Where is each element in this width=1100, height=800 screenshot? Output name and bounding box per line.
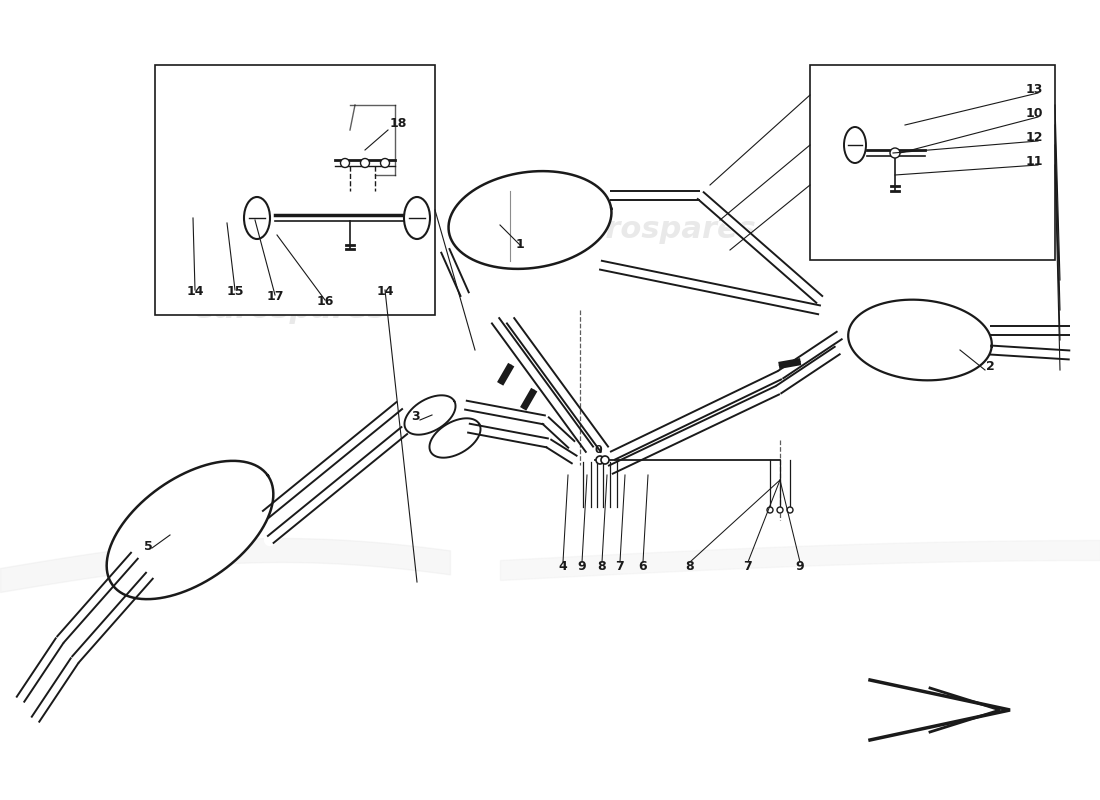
Text: 8: 8 <box>597 560 606 573</box>
Text: 5: 5 <box>144 540 153 553</box>
Text: 11: 11 <box>1025 155 1043 168</box>
Text: 4: 4 <box>559 560 568 573</box>
Circle shape <box>341 158 350 167</box>
Polygon shape <box>429 418 481 458</box>
Text: 0: 0 <box>594 445 602 455</box>
Text: 16: 16 <box>317 295 333 308</box>
Bar <box>810 65 1055 260</box>
Polygon shape <box>405 395 455 434</box>
Ellipse shape <box>404 197 430 239</box>
Circle shape <box>596 456 604 464</box>
Polygon shape <box>449 171 612 269</box>
Text: 15: 15 <box>227 285 244 298</box>
Text: 6: 6 <box>639 560 647 573</box>
Text: 12: 12 <box>1025 131 1043 144</box>
Text: 14: 14 <box>376 285 394 298</box>
Text: 9: 9 <box>795 560 804 573</box>
Bar <box>155 65 434 315</box>
Text: eurospares: eurospares <box>563 215 757 245</box>
Circle shape <box>381 158 389 167</box>
Text: 14: 14 <box>186 285 204 298</box>
Text: eurospares: eurospares <box>194 295 386 325</box>
Circle shape <box>767 507 773 513</box>
Ellipse shape <box>244 197 270 239</box>
Text: 8: 8 <box>685 560 694 573</box>
Circle shape <box>786 507 793 513</box>
Text: 18: 18 <box>390 117 407 130</box>
Circle shape <box>777 507 783 513</box>
Text: 7: 7 <box>744 560 752 573</box>
Polygon shape <box>870 680 1010 740</box>
Text: 3: 3 <box>410 410 419 423</box>
Text: 2: 2 <box>986 360 994 373</box>
Ellipse shape <box>844 127 866 163</box>
Text: 1: 1 <box>516 238 525 251</box>
Circle shape <box>361 158 370 167</box>
Polygon shape <box>107 461 273 599</box>
Circle shape <box>601 456 609 464</box>
Text: 9: 9 <box>578 560 586 573</box>
Circle shape <box>890 148 900 158</box>
Text: 7: 7 <box>616 560 625 573</box>
Text: 17: 17 <box>266 290 284 303</box>
Text: 10: 10 <box>1025 107 1043 120</box>
Polygon shape <box>848 300 992 380</box>
Text: 13: 13 <box>1025 83 1043 96</box>
